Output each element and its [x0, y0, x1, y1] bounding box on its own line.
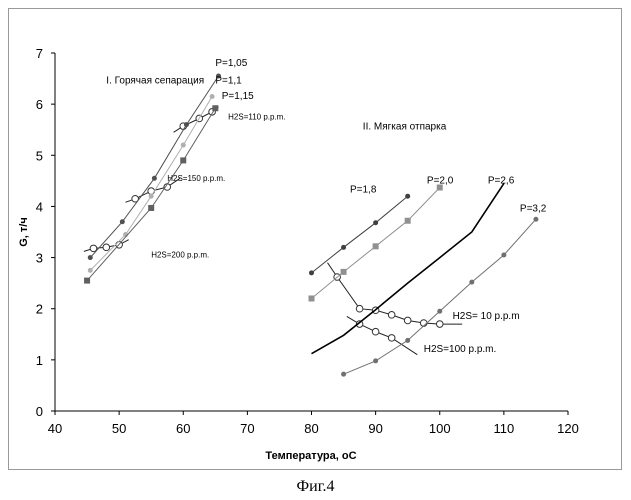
x-tick-label: 120 [557, 421, 579, 436]
data-point [87, 255, 93, 261]
data-point [148, 204, 155, 211]
isoline-point [387, 334, 396, 342]
series-label-p-2-0: P=2,0 [427, 175, 454, 186]
data-point [373, 220, 379, 226]
data-point [373, 358, 379, 364]
region-label: I. Горячая сепарация [106, 76, 204, 87]
data-point [84, 277, 91, 284]
y-tick-label: 3 [36, 251, 43, 266]
isoline-label-h2s-150-p-p-m: H2S=150 p.p.m. [167, 174, 225, 183]
region-label: II. Мягкая отпарка [363, 122, 447, 133]
isoline-label-h2s-200-p-p-m: H2S=200 p.p.m. [151, 251, 209, 260]
y-tick-label: 5 [36, 148, 43, 163]
data-point [405, 193, 411, 199]
isoline-label-h2s-10-p-p-m: H2S= 10 p.p.m [453, 311, 520, 322]
series-label-p-2-6: P=2,6 [488, 175, 515, 186]
data-point [183, 122, 189, 128]
data-point [148, 193, 154, 199]
series-label-p-1-8: P=1,8 [350, 185, 377, 196]
data-point [180, 157, 187, 164]
isoline-label-h2s-100-p-p-m: H2S=100 p.p.m. [424, 344, 497, 355]
data-point [180, 142, 186, 148]
chart-frame [8, 8, 622, 470]
h2s-isolines [83, 106, 463, 356]
isoline-point [102, 243, 111, 252]
data-point [469, 279, 475, 285]
x-tick-label: 110 [494, 421, 515, 436]
series-line-p-2-6 [311, 182, 505, 355]
data-point [87, 267, 93, 273]
isoline-point [89, 244, 98, 253]
data-point [341, 244, 347, 250]
data-point [308, 295, 315, 302]
data-point [212, 105, 219, 112]
data-point [119, 219, 125, 225]
series-line-p-1-8 [311, 195, 409, 274]
data-point [341, 371, 347, 377]
data-point [309, 270, 314, 276]
isoline-label-h2s-110-p-p-m: H2S=110 p.p.m. [228, 112, 285, 121]
x-tick-label: 50 [112, 421, 126, 436]
isoline-point [403, 316, 412, 325]
isoline-point [131, 194, 139, 203]
pressure-series [84, 73, 539, 377]
y-tick-label: 0 [36, 404, 43, 419]
y-tick-label: 1 [36, 353, 43, 368]
data-point [372, 243, 379, 250]
data-point [437, 308, 443, 314]
data-point [209, 93, 215, 99]
isoline-point [387, 311, 396, 319]
data-point [533, 216, 539, 222]
x-tick-label: 90 [368, 421, 382, 436]
y-axis-label: G, т/ч [18, 217, 30, 247]
isoline-point [355, 320, 364, 328]
y-tick-label: 7 [36, 46, 43, 61]
data-point [405, 337, 411, 343]
isoline-point [371, 327, 380, 336]
series-label-p-1-05: P=1,05 [215, 58, 247, 69]
series-line-p-2-0 [311, 187, 441, 299]
figure-caption: Фиг.4 [296, 478, 335, 495]
y-tick-label: 6 [36, 97, 43, 112]
x-axis-label: Температура, оС [265, 450, 356, 462]
x-tick-label: 100 [429, 421, 451, 436]
isoline-point [355, 304, 364, 313]
series-line-p-1-15 [86, 107, 216, 281]
data-point [404, 217, 411, 224]
series-label-p-1-15: P=1,15 [222, 91, 254, 102]
x-tick-label: 40 [48, 421, 62, 436]
y-tick-label: 2 [36, 302, 43, 317]
series-label-p-1-1: P=1,1 [215, 76, 242, 87]
data-point [436, 184, 443, 191]
x-tick-label: 60 [176, 421, 190, 436]
data-point [216, 73, 222, 79]
data-point [151, 175, 157, 181]
x-tick-label: 70 [240, 421, 254, 436]
tick-labels: 40 50 60 70 80 90 100 110 120 0 1 2 3 4 5 6 7 [36, 46, 579, 436]
x-tick-label: 80 [304, 421, 318, 436]
series-line-p-1-05 [89, 75, 219, 258]
data-point [340, 268, 347, 275]
isoline-point [435, 320, 444, 328]
y-tick-label: 4 [36, 199, 43, 214]
data-point [501, 252, 507, 258]
annotations: P=1,05 P=1,1 P=1,15 P=1,8 P=2,0 P=2,6 P=3,2 H2S… [106, 58, 546, 355]
series-label-p-3-2: P=3,2 [520, 204, 547, 215]
